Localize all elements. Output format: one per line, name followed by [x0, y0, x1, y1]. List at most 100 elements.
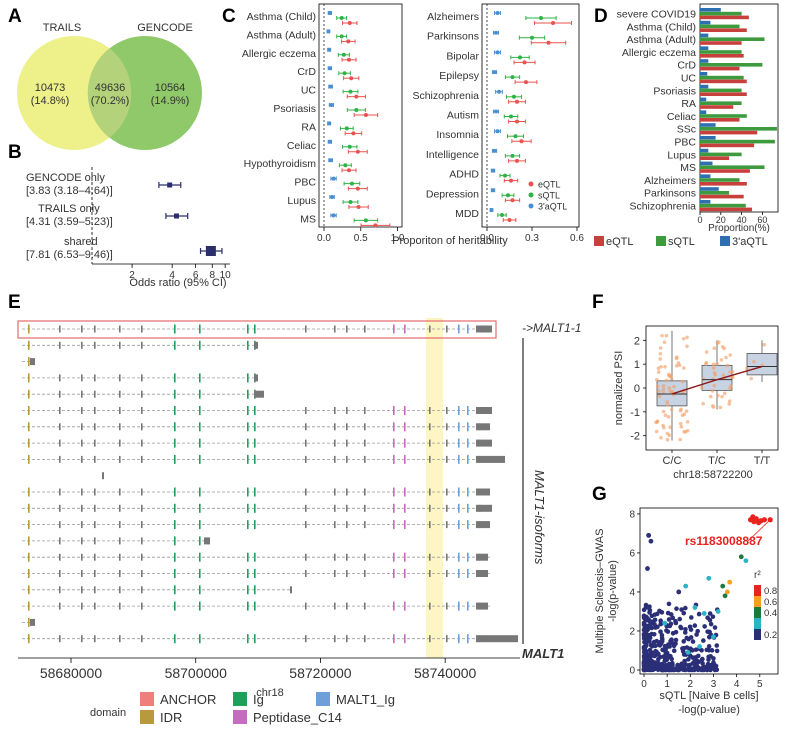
- gwas-point: [696, 611, 702, 617]
- isoform-exon: [141, 504, 143, 512]
- forest-point: [205, 246, 216, 256]
- heritability-legend-label: eQTL: [538, 180, 561, 190]
- gwas-point: [646, 532, 652, 538]
- heritability-point-a: [331, 176, 336, 181]
- isoform-exon: [199, 324, 201, 334]
- gwas-point: [681, 639, 687, 644]
- proportion-bar-e: [700, 143, 755, 148]
- heritability-point-s: [348, 200, 353, 204]
- heritability-point-a: [327, 121, 332, 126]
- venn-mid-pct: (70.2%): [91, 95, 130, 107]
- psi-point: [713, 372, 718, 377]
- isoform-exon: [458, 324, 460, 334]
- psi-point: [657, 389, 661, 393]
- isoform-exon: [59, 390, 61, 398]
- proportion-bar-e: [700, 41, 742, 45]
- isoform-utr: [476, 553, 488, 561]
- gwas-point: [678, 624, 683, 630]
- isoform-exon: [458, 520, 460, 530]
- gwas-point: [711, 656, 716, 661]
- proportion-bar-e: [700, 156, 730, 160]
- proportion-bar-s: [700, 152, 742, 157]
- gwas-point: [700, 661, 705, 666]
- heritability-point-a: [327, 47, 332, 52]
- isoform-exon: [28, 389, 30, 399]
- heritability-point-a: [491, 188, 495, 193]
- gwas-point: [681, 610, 687, 616]
- gwas-point: [711, 634, 716, 640]
- isoform-exon: [467, 503, 469, 513]
- psi-point: [666, 415, 671, 419]
- proportion-trait-label: Schizophrenia: [629, 201, 696, 213]
- proportion-bar-e: [700, 130, 758, 135]
- domain-legend-label: MALT1_Ig: [336, 692, 395, 707]
- psi-point: [678, 421, 683, 426]
- gwas-point: [645, 667, 651, 673]
- gwas-point: [713, 663, 719, 669]
- psi-point: [721, 373, 726, 377]
- proportion-trait-label: Parkinsons: [644, 188, 696, 200]
- isoform-exon: [199, 438, 201, 448]
- heritability-point-e: [355, 186, 360, 191]
- gwas-point: [662, 620, 668, 626]
- forest-row-1-ci: [3.83 (3.18–4.64)]: [26, 185, 113, 197]
- heritability-point-e: [507, 218, 512, 222]
- isoform-exon: [199, 536, 201, 546]
- heritability-point-s: [348, 89, 353, 94]
- isoform-exon: [429, 521, 431, 529]
- isoform-exon: [199, 454, 201, 464]
- heritability-point-a: [491, 168, 495, 173]
- psi-point: [661, 387, 666, 391]
- proportion-bar-e: [700, 105, 734, 109]
- gwas-point: [649, 613, 655, 619]
- forest-row-1-name: GENCODE only: [26, 172, 105, 184]
- isoform-exon: [429, 455, 431, 463]
- isoform-exon: [59, 570, 61, 577]
- proportion-bar-e: [700, 79, 747, 84]
- isoform-exon: [28, 585, 30, 595]
- gwas-point: [663, 650, 669, 656]
- gwas-point: [647, 659, 653, 665]
- isoform-exon: [364, 325, 366, 333]
- gwas-frame: [639, 507, 779, 675]
- isoform-utr: [30, 358, 35, 366]
- isoform-exon: [141, 537, 143, 545]
- gwas-point: [706, 575, 712, 581]
- isoform-exon: [119, 553, 121, 561]
- isoform-exon: [59, 537, 61, 545]
- heritability-tick-label: 1.0: [391, 233, 405, 244]
- heritability-point-e: [524, 80, 528, 85]
- isoform-exon: [404, 520, 406, 530]
- isoform-exon: [346, 407, 348, 414]
- isoform-exon: [404, 569, 406, 578]
- isoform-exon: [247, 389, 249, 399]
- psi-point: [711, 366, 716, 370]
- isoform-exon: [81, 455, 83, 463]
- domain-legend-title: domain: [90, 707, 126, 719]
- heritability-trait-label: ADHD: [449, 169, 479, 181]
- isoform-exon: [28, 438, 30, 448]
- forest-point: [173, 213, 179, 219]
- isoform-exon: [364, 570, 366, 577]
- domain-legend-label: ANCHOR: [160, 692, 216, 707]
- heritability-trait-label: MS: [300, 213, 316, 225]
- gwas-point: [648, 621, 653, 627]
- gwas-point: [692, 623, 698, 628]
- gwas-point: [686, 636, 691, 642]
- isoform-exon: [81, 553, 83, 561]
- isoform-exon: [247, 373, 249, 383]
- psi-point: [727, 399, 732, 403]
- isoform-exon: [334, 521, 336, 529]
- gwas-x-tick-label: 5: [757, 679, 763, 690]
- isoform-exon: [28, 569, 30, 578]
- gwas-point: [720, 583, 726, 589]
- isoform-exon: [393, 487, 395, 497]
- heritability-point-s: [530, 35, 534, 40]
- isoform-exon: [81, 635, 83, 643]
- isoform-exon: [28, 373, 30, 383]
- isoform-exon: [81, 602, 83, 610]
- isoform-exon: [254, 324, 256, 334]
- heritability-point-a: [489, 208, 494, 212]
- gwas-point: [700, 665, 706, 670]
- genomic-tick-label: 58720000: [289, 665, 352, 681]
